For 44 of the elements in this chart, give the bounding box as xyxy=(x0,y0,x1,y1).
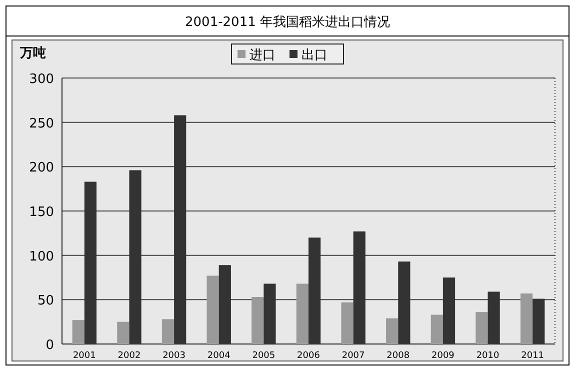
bar xyxy=(162,319,174,344)
y-tick-label: 200 xyxy=(29,160,54,176)
y-tick-label: 100 xyxy=(29,249,54,264)
bar xyxy=(218,265,231,344)
bar xyxy=(117,322,130,344)
x-tick-label: 2005 xyxy=(252,351,276,361)
bar xyxy=(476,312,488,344)
bar xyxy=(206,276,219,344)
x-tick-label: 2006 xyxy=(297,351,320,361)
bar xyxy=(296,284,308,344)
bar xyxy=(252,297,264,344)
bar xyxy=(398,262,410,344)
bar xyxy=(174,115,186,344)
bar xyxy=(308,238,321,344)
bar xyxy=(386,318,398,344)
bar xyxy=(520,293,533,344)
bar xyxy=(353,231,366,344)
y-tick-label: 0 xyxy=(46,338,54,353)
y-tick-label: 300 xyxy=(29,72,54,87)
bar xyxy=(264,284,276,344)
x-tick-label: 2003 xyxy=(162,351,186,361)
x-tick-label: 2010 xyxy=(476,351,500,361)
bar xyxy=(72,320,84,344)
x-tick-label: 2004 xyxy=(207,351,231,361)
bar xyxy=(488,292,500,344)
x-tick-label: 2008 xyxy=(386,351,410,361)
y-axis-title: 万吨 xyxy=(19,46,46,61)
x-tick-label: 2001 xyxy=(72,351,96,361)
bar xyxy=(430,314,443,344)
bar xyxy=(341,302,354,344)
bar xyxy=(532,298,545,344)
legend-label: 进口 xyxy=(250,48,276,63)
x-tick-label: 2009 xyxy=(432,351,455,361)
chart-title: 2001-2011 年我国稻米进出口情况 xyxy=(185,15,390,30)
y-tick-label: 250 xyxy=(29,116,54,132)
x-tick-label: 2007 xyxy=(342,351,365,361)
y-tick-label: 50 xyxy=(37,294,54,309)
bar xyxy=(84,182,97,344)
bar xyxy=(442,278,456,344)
legend-label: 出口 xyxy=(302,48,328,63)
x-tick-label: 2011 xyxy=(521,351,544,361)
bar xyxy=(129,170,142,344)
x-tick-label: 2002 xyxy=(118,351,141,361)
y-tick-label: 150 xyxy=(29,205,54,220)
